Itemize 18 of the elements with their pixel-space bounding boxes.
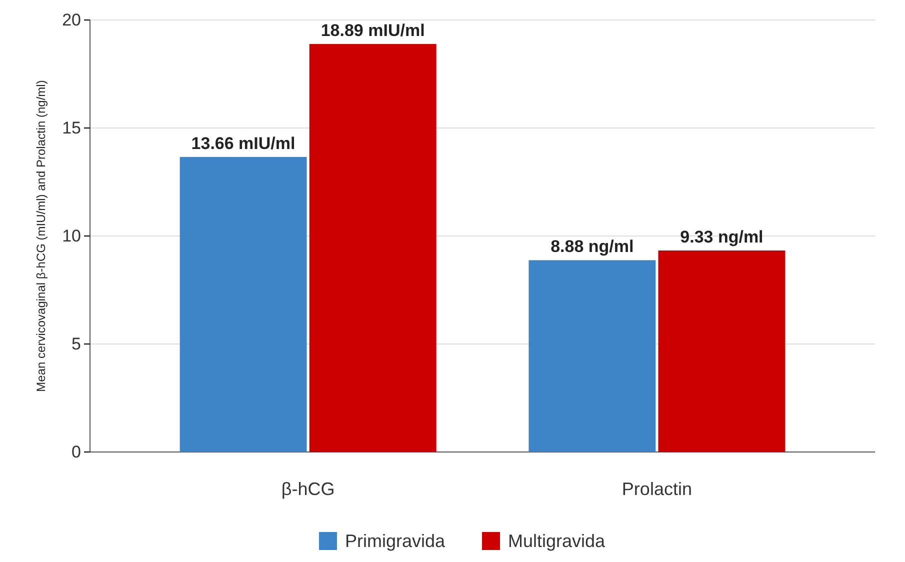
y-tick-label: 15 <box>62 118 81 138</box>
legend-label: Multigravida <box>508 531 606 551</box>
data-label: 9.33 ng/ml <box>680 227 764 246</box>
y-tick-label: 10 <box>62 226 81 246</box>
legend-label: Primigravida <box>344 531 446 551</box>
y-tick-label: 20 <box>62 10 81 30</box>
bar <box>528 260 656 452</box>
data-label: 8.88 ng/ml <box>550 237 634 256</box>
x-tick-label: β-hCG <box>281 478 335 499</box>
y-tick-label: 5 <box>72 334 81 354</box>
bar <box>658 250 786 452</box>
y-axis-title: Mean cervicovaginal β-hCG (mIU/ml) and Prolactin (ng/ml) <box>34 80 48 392</box>
data-label: 18.89 mIU/ml <box>320 20 425 40</box>
bar <box>180 156 307 452</box>
data-label: 13.66 mIU/ml <box>191 134 296 153</box>
y-tick-label: 0 <box>72 442 81 462</box>
bar <box>309 44 436 452</box>
x-tick-label: Prolactin <box>622 478 692 499</box>
